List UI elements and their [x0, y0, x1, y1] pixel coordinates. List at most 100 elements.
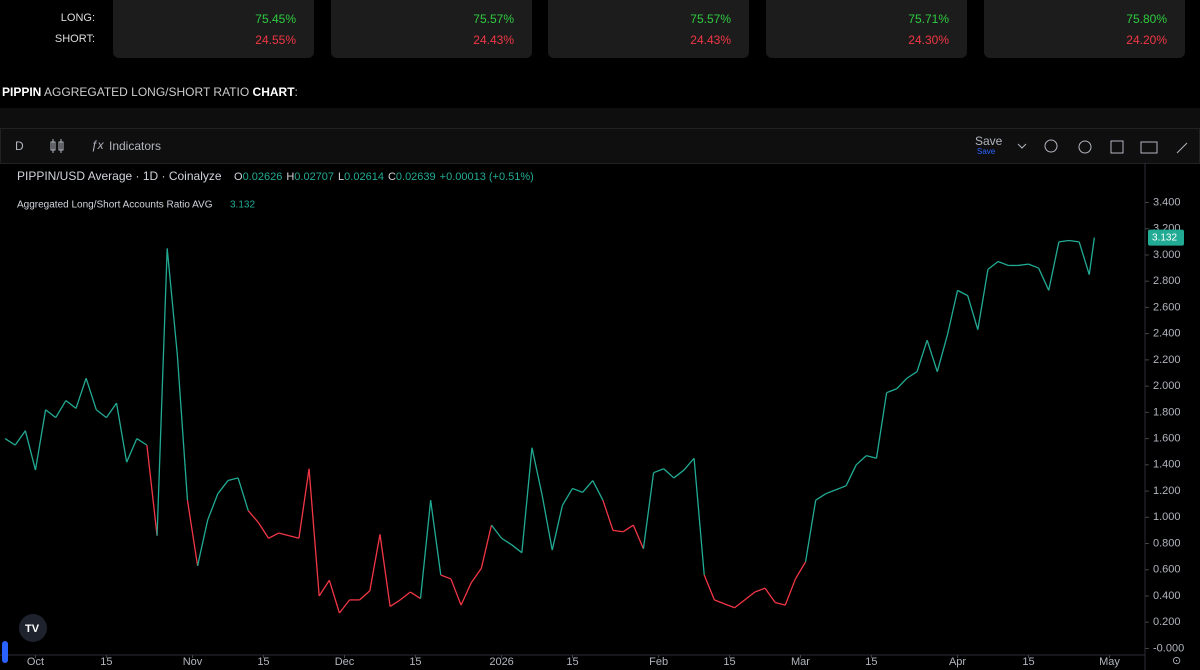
line-segment: [572, 487, 583, 493]
line-segment: [653, 468, 664, 474]
ohlc-part: 0.02639: [396, 171, 436, 183]
timezone-icon[interactable]: ⊙: [1172, 655, 1181, 667]
line-segment: [65, 400, 77, 409]
long-value: 75.57%: [473, 12, 514, 26]
y-tick-label: 1.800: [1153, 406, 1181, 418]
y-tick-label: 0.200: [1153, 616, 1181, 628]
line-segment: [896, 377, 908, 390]
save-button[interactable]: Save: [975, 134, 1003, 148]
line-segment: [450, 578, 462, 606]
logo[interactable]: [19, 614, 47, 642]
spacer: [0, 108, 1200, 128]
line-segment: [1048, 241, 1060, 291]
line-segment: [977, 269, 989, 330]
row-label: SHORT:: [54, 33, 95, 45]
line-segment: [278, 532, 289, 537]
line-segment: [1068, 239, 1080, 243]
line-segment: [328, 580, 341, 614]
x-tick-label: 15: [1022, 656, 1034, 668]
x-tick-label: 15: [566, 656, 578, 668]
last-value-tag: [1148, 229, 1184, 246]
line-segment: [866, 455, 877, 459]
stat-card: 75.80% 24.20%: [984, 0, 1185, 58]
fullscreen[interactable]: [1110, 140, 1124, 154]
indicator-name: Aggregated Long/Short Accounts Ratio AVG: [17, 200, 213, 211]
line-segment: [582, 480, 594, 493]
line-segment: [967, 295, 979, 330]
line-segment: [379, 534, 391, 607]
line-segment: [602, 500, 614, 531]
line-segment: [521, 447, 533, 553]
line-segment: [298, 468, 310, 539]
line-segment: [622, 524, 634, 533]
candle-icon[interactable]: [49, 137, 65, 155]
ohlc-part: H: [286, 171, 294, 183]
line-segment: [754, 587, 766, 593]
y-tick-label: 1.400: [1153, 459, 1181, 471]
y-tick-label: 1.600: [1153, 432, 1181, 444]
zoom[interactable]: [1044, 139, 1058, 153]
line-segment: [916, 340, 928, 372]
interval[interactable]: D: [15, 139, 24, 153]
line-segment: [663, 468, 675, 479]
line-segment: [399, 591, 411, 601]
y-tick-label: 1.000: [1153, 511, 1181, 523]
line-segment: [1028, 263, 1039, 269]
indicators-button[interactable]: Indicators: [109, 139, 162, 153]
line-segment: [1038, 267, 1050, 291]
ohlc-part: 0.02626: [243, 171, 283, 183]
stat-card: 75.57% 24.43%: [331, 0, 532, 58]
ohlc-part: 0.02614: [344, 171, 384, 183]
settings[interactable]: [1078, 140, 1092, 154]
legend-title: PIPPIN/USD Average · 1D · Coinalyze: [17, 169, 222, 183]
line-segment: [34, 409, 47, 471]
line-segment: [855, 455, 867, 466]
x-tick-label: 15: [409, 656, 421, 668]
line-segment: [612, 529, 624, 533]
y-tick-label: 2.000: [1153, 380, 1181, 392]
line-segment: [632, 524, 645, 550]
line-segment: [75, 378, 87, 409]
line-segment: [926, 340, 938, 372]
camera[interactable]: [1140, 141, 1158, 154]
line-segment: [724, 603, 735, 609]
line-segment: [207, 493, 219, 521]
y-tick-label: 3.400: [1153, 196, 1181, 208]
x-tick-label: Oct: [27, 656, 44, 668]
symbol: PIPPIN: [2, 85, 42, 99]
line-segment: [359, 590, 371, 601]
line-segment: [186, 500, 199, 566]
line-segment: [369, 534, 381, 591]
line-segment: [764, 587, 776, 603]
line-segment: [55, 400, 67, 418]
y-tick-label: 3.000: [1153, 249, 1181, 261]
y-tick-label: 2.200: [1153, 354, 1181, 366]
line-segment: [14, 430, 26, 446]
line-segment: [551, 505, 564, 551]
y-tick-label: -0.000: [1153, 642, 1184, 654]
header-text: AGGREGATED LONG/SHORT RATIO: [44, 85, 250, 99]
line-segment: [389, 599, 401, 608]
save-sub: Save: [977, 147, 996, 156]
ohlc: O0.02626 H0.02707 L0.02614 C0.02639 +0.00013…: [234, 171, 534, 183]
y-tick-label: 1.200: [1153, 485, 1181, 497]
line-segment: [480, 525, 493, 569]
y-tick-label: 2.400: [1153, 328, 1181, 340]
line-segment: [85, 378, 97, 410]
line-segment: [734, 599, 746, 609]
side-tab[interactable]: [2, 641, 8, 663]
fx-icon: ƒx: [91, 138, 104, 152]
line-segment: [1018, 263, 1029, 267]
line-segment: [126, 438, 138, 463]
line-segment: [906, 371, 918, 379]
share[interactable]: [1176, 142, 1188, 154]
line-segment: [146, 445, 158, 536]
x-tick-label: 15: [100, 656, 112, 668]
line-segment: [642, 472, 655, 549]
stat-card: 75.71% 24.30%: [766, 0, 967, 58]
line-segment: [703, 574, 715, 601]
line-segment: [105, 402, 118, 418]
x-tick-label: 15: [865, 656, 877, 668]
line-segment: [845, 464, 857, 487]
long-value: 75.80%: [1126, 12, 1167, 26]
